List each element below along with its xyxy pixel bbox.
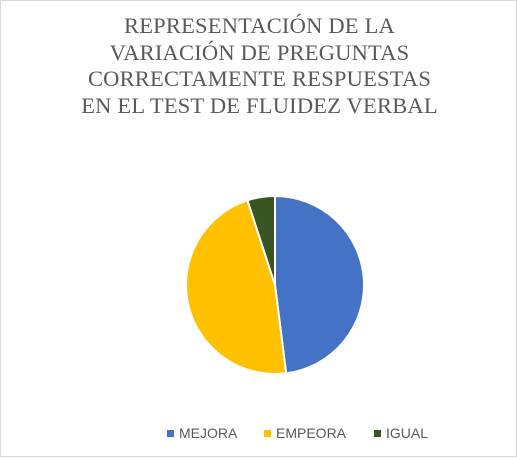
chart-title: REPRESENTACIÓN DE LA VARIACIÓN DE PREGUN… [1,13,517,119]
title-line-4: EN EL TEST DE FLUIDEZ VERBAL [81,92,438,118]
title-line-2: VARIACIÓN DE PREGUNTAS [109,39,410,65]
legend-item-igual: IGUAL [374,425,428,441]
legend-label-mejora: MEJORA [179,425,238,441]
legend-swatch-igual [374,429,381,437]
legend-swatch-empeora [264,429,271,437]
pie-slice-mejora [274,195,365,375]
pie-slice-igual [246,195,276,286]
title-line-1: REPRESENTACIÓN DE LA [124,13,395,38]
legend-item-empeora: EMPEORA [264,425,346,441]
legend-swatch-mejora [167,429,174,437]
legend-label-igual: IGUAL [386,425,429,441]
legend-label-empeora: EMPEORA [276,425,347,441]
title-line-3: CORRECTAMENTE RESPUESTAS [87,66,432,91]
legend-item-mejora: MEJORA [167,425,237,441]
